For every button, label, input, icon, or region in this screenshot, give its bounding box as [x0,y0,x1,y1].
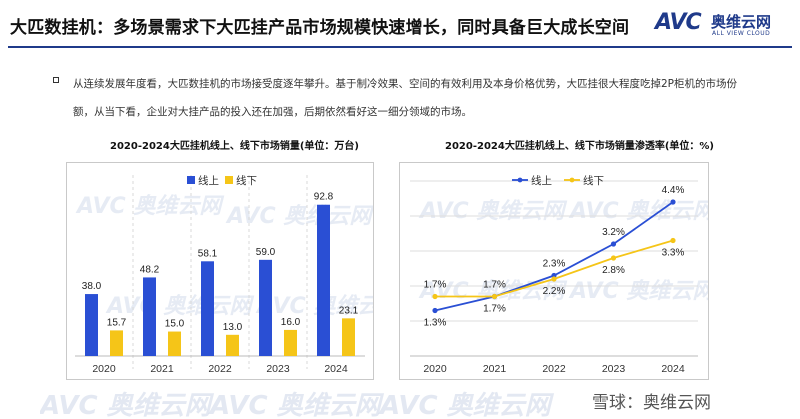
legend-marker [569,177,575,183]
x-tick-label: 2020 [92,363,116,375]
watermark-text: AVC 奥维云网 [105,294,254,319]
data-point [551,276,557,282]
line-data-label: 1.7% [483,304,506,315]
bar-data-label: 23.1 [339,305,359,316]
bar-offline-2021 [168,331,181,356]
bar-data-label: 92.8 [314,192,334,203]
line-data-label: 1.3% [424,318,447,329]
bar-data-label: 59.0 [256,247,276,258]
watermark-text: AVC 奥维云网 [75,194,224,219]
watermark-text: AVC 奥维云网 [568,199,708,224]
logo-mark: AVC [655,10,702,35]
line-data-label: 1.7% [424,280,447,291]
bar-online-2022 [201,261,214,356]
watermark-text: AVC 奥维云网 [255,294,373,319]
watermark-text: AVC 奥维云网 [418,199,567,224]
line-data-label: 3.2% [602,227,625,238]
bar-online-2024 [317,204,330,356]
bar-offline-2022 [226,334,239,356]
bar-chart-title: 2020-2024大匹挂机线上、线下市场销量(单位：万台) [110,141,359,152]
bar-data-label: 58.1 [198,248,218,259]
legend-swatch [187,176,195,184]
header: 大匹数挂机：多场景需求下大匹挂产品市场规模快速增长，同时具备巨大成长空间 AVC… [0,0,800,50]
bar-offline-2024 [342,318,355,356]
xueqiu-credit: 雪球：奥维云网 [592,393,711,413]
line-data-label: 4.4% [662,185,685,196]
x-tick-label: 2023 [602,363,626,375]
legend-swatch [225,176,233,184]
bar-data-label: 15.7 [107,317,127,328]
page-title: 大匹数挂机：多场景需求下大匹挂产品市场规模快速增长，同时具备巨大成长空间 [10,18,630,38]
line-chart-panel: AVC 奥维云网 AVC 奥维云网 AVC 奥维云网 AVC 奥维云网 1.3% 1.7%… [399,162,709,380]
x-tick-label: 2022 [542,363,566,375]
bar-data-label: 48.2 [140,264,160,275]
bar-data-label: 38.0 [82,281,102,292]
legend-label: 线下 [583,174,604,187]
x-tick-label: 2022 [208,363,232,375]
logo-cn: 奥维云网 [711,13,772,31]
x-tick-label: 2024 [661,363,685,375]
watermark-text: AVC 奥维云网 [378,391,555,419]
bar-online-2021 [143,277,156,356]
x-tick-label: 2023 [266,363,290,375]
body-paragraph: 从连续发展年度看，大匹数挂机的市场接受度逐年攀升。基于制冷效果、空间的有效利用及… [73,78,738,118]
bullet-square-icon [53,77,59,83]
line-data-label: 2.8% [602,265,625,276]
line-chart-title: 2020-2024大匹挂机线上、线下市场销量渗透率(单位：%) [445,141,714,152]
bar-data-label: 15.0 [165,319,185,330]
data-point [610,255,617,261]
legend-label: 线下 [236,174,257,187]
line-data-label: 2.2% [543,286,566,297]
legend-label: 线上 [531,174,552,187]
bar-data-label: 13.0 [223,322,243,333]
watermark-text: AVC 奥维云网 [225,204,373,229]
x-tick-label: 2024 [324,363,348,375]
watermark-text: AVC 奥维云网 [40,391,215,419]
data-point [491,293,498,300]
x-tick-label: 2021 [150,363,174,375]
x-tick-label: 2021 [483,363,507,375]
bar-offline-2020 [110,330,123,356]
x-tick-label: 2020 [423,363,447,375]
watermark-text: AVC 奥维云网 [568,279,708,304]
line-data-label: 2.3% [543,259,566,270]
data-point [670,199,676,205]
data-point [432,307,438,314]
bar-offline-2023 [284,329,297,356]
bar-data-label: 16.0 [281,317,301,328]
data-point [432,293,438,300]
legend-marker [517,177,523,183]
logo-en: ALL VIEW CLOUD [712,30,771,37]
line-data-label: 1.7% [483,280,506,291]
line-data-label: 3.3% [662,248,685,259]
data-point [670,237,676,244]
bar-online-2020 [85,294,98,356]
avc-logo: AVC 奥维云网 ALL VIEW CLOUD [655,8,795,44]
legend-label: 线上 [198,174,219,187]
data-point [610,241,617,247]
bar-online-2023 [259,259,272,356]
watermark-text: AVC 奥维云网 [208,391,385,419]
title-rule [8,46,792,48]
bottom-watermark: AVC 奥维云网 AVC 奥维云网 AVC 奥维云网 [40,380,560,419]
